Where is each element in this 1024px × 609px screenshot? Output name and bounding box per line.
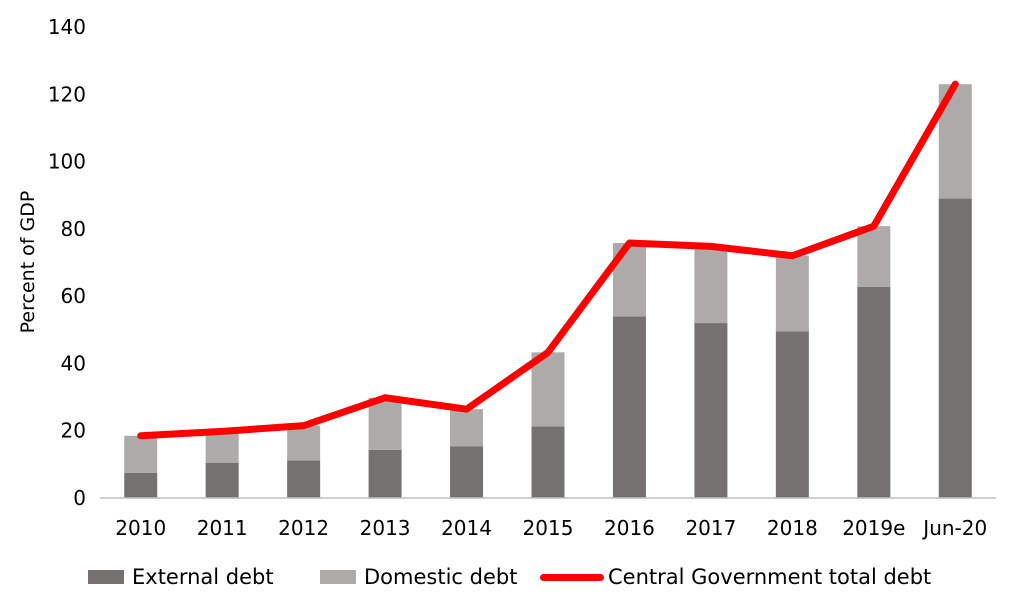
bar-domestic-debt <box>287 425 321 461</box>
y-tick-label: 60 <box>61 284 86 308</box>
y-tick-label: 100 <box>48 150 86 174</box>
y-axis-label: Percent of GDP <box>17 191 39 334</box>
bar-domestic-debt <box>694 246 728 324</box>
x-tick-label: Jun-20 <box>921 516 987 540</box>
bar-domestic-debt <box>205 431 239 463</box>
legend-item-external: External debt <box>88 560 274 594</box>
bar-domestic-debt <box>124 435 158 473</box>
bar-external-debt <box>694 323 728 498</box>
legend-label-domestic: Domestic debt <box>364 565 518 589</box>
y-tick-label: 120 <box>48 82 86 106</box>
y-axis-ticks: 0 20 40 60 80 100 120 140 <box>48 15 86 510</box>
x-tick-label: 2015 <box>523 516 574 540</box>
bar-external-debt <box>531 426 565 498</box>
legend-swatch-domestic <box>320 570 356 584</box>
bars-group <box>124 84 972 499</box>
x-tick-label: 2018 <box>767 516 818 540</box>
bar-external-debt <box>775 331 809 498</box>
legend-label-total: Central Government total debt <box>608 565 932 589</box>
x-tick-label: 2010 <box>115 516 166 540</box>
bar-domestic-debt <box>531 352 565 427</box>
legend: External debt Domestic debt Central Gove… <box>0 560 1024 594</box>
bar-external-debt <box>368 449 402 498</box>
bar-external-debt <box>450 446 484 498</box>
line-series-group <box>137 80 959 440</box>
x-tick-label: 2011 <box>197 516 248 540</box>
x-axis-ticks: 2010 2011 2012 2013 2014 2015 2016 2017 2018 2019… <box>115 516 987 540</box>
y-tick-label: 20 <box>61 419 86 443</box>
y-tick-label: 40 <box>61 351 86 375</box>
line-total-debt <box>137 80 959 440</box>
bar-domestic-debt <box>857 226 891 287</box>
bar-external-debt <box>205 462 239 498</box>
legend-swatch-total <box>540 573 604 581</box>
x-tick-label: 2019e <box>842 516 905 540</box>
bar-external-debt <box>287 460 321 498</box>
x-tick-label: 2013 <box>360 516 411 540</box>
bar-domestic-debt <box>450 409 484 447</box>
y-tick-label: 140 <box>48 15 86 39</box>
bar-external-debt <box>612 316 646 498</box>
legend-item-total: Central Government total debt <box>540 560 931 594</box>
bar-external-debt <box>857 286 891 498</box>
legend-swatch-external <box>88 570 124 584</box>
bar-external-debt <box>124 472 158 498</box>
x-tick-label: 2012 <box>278 516 329 540</box>
legend-label-external: External debt <box>132 565 274 589</box>
bar-domestic-debt <box>368 397 402 450</box>
y-tick-label: 80 <box>61 217 86 241</box>
x-tick-label: 2017 <box>685 516 736 540</box>
bar-domestic-debt <box>775 255 809 332</box>
y-tick-label: 0 <box>73 486 86 510</box>
x-tick-label: 2016 <box>604 516 655 540</box>
bar-external-debt <box>938 198 972 499</box>
legend-item-domestic: Domestic debt <box>320 560 517 594</box>
x-tick-label: 2014 <box>441 516 492 540</box>
